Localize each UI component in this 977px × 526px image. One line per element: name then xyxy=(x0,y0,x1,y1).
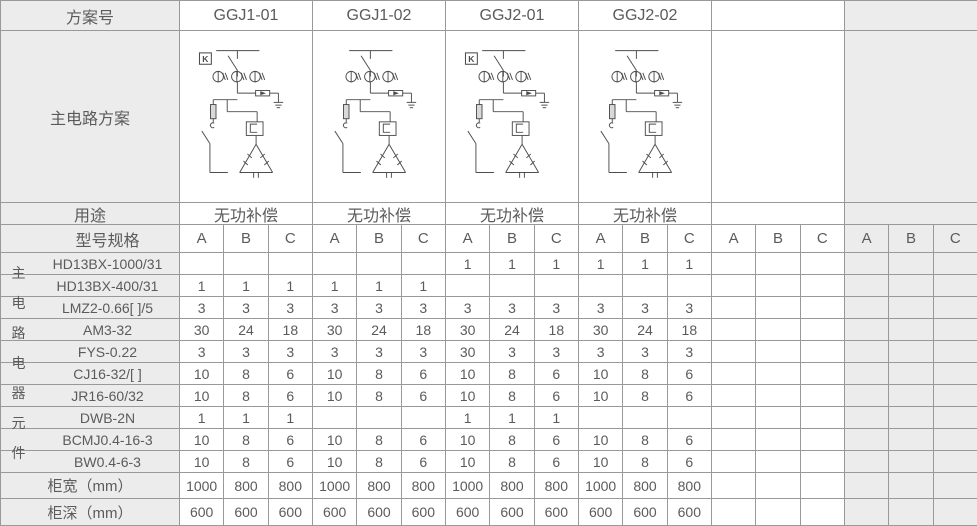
svg-text:K: K xyxy=(468,54,475,64)
svg-text:K: K xyxy=(202,54,209,64)
